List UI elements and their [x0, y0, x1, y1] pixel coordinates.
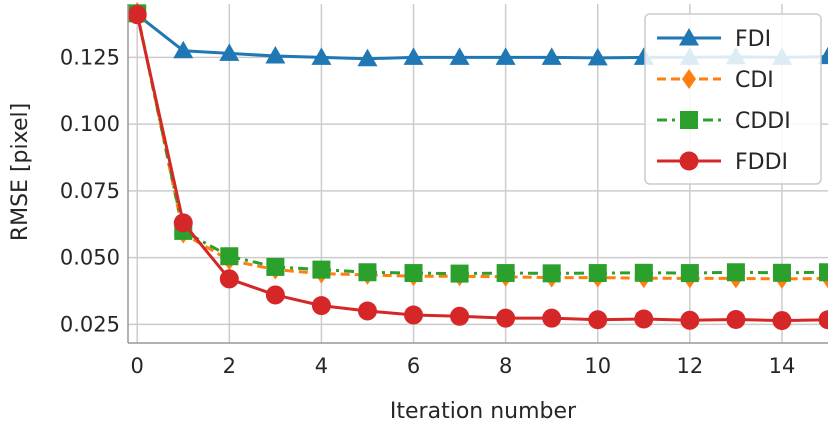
x-tick-label: 10: [584, 354, 611, 378]
data-point-cddi: [450, 264, 469, 283]
data-point-cddi: [404, 264, 423, 283]
data-point-fddi: [219, 269, 239, 289]
x-tick-label: 2: [223, 354, 236, 378]
legend-entry-fddi: FDDI: [657, 150, 788, 175]
x-axis-title: Iteration number: [390, 399, 577, 422]
data-point-cddi: [680, 264, 699, 283]
tick-labels: 0 2 4 6 8 10 12 14 0.025 0.050 0.075 0.100 0.125: [60, 45, 795, 378]
legend-label-cddi: CDDI: [735, 109, 791, 134]
data-point-fddi: [311, 296, 331, 316]
data-point-fddi: [818, 310, 828, 330]
legend-marker-cddi: [680, 111, 698, 129]
data-point-fddi: [634, 309, 654, 329]
data-point-fddi: [173, 213, 193, 233]
legend-box: [644, 13, 822, 185]
data-point-cddi: [634, 263, 653, 282]
data-point-fdi: [449, 47, 470, 65]
legend-entry-cddi: CDDI: [657, 109, 791, 134]
data-point-fddi: [680, 310, 700, 330]
legend-label-fddi: FDDI: [735, 150, 788, 175]
data-point-fdi: [173, 40, 194, 59]
data-point-fdi: [357, 48, 378, 67]
x-tick-label: 12: [676, 354, 703, 378]
data-point-cddi: [542, 264, 561, 283]
legend-entry-fdi: FDI: [657, 27, 771, 52]
data-point-cddi: [312, 260, 331, 279]
series-cddi: [128, 4, 828, 283]
legend-marker-fddi: [679, 151, 699, 171]
y-tick-label: 0.125: [60, 45, 120, 69]
axes: [127, 4, 828, 344]
x-tick-label: 14: [769, 354, 796, 378]
y-tick-label: 0.025: [60, 312, 120, 336]
data-point-fddi: [450, 306, 470, 326]
data-point-fddi: [542, 308, 562, 328]
data-point-fdi: [495, 47, 516, 65]
x-tick-label: 4: [315, 354, 328, 378]
data-point-fdi: [403, 47, 424, 65]
y-axis-title: RMSE [pixel]: [8, 103, 33, 241]
legend-label-fdi: FDI: [735, 27, 771, 52]
data-point-cddi: [266, 257, 285, 276]
data-point-cddi: [819, 263, 828, 282]
legend-marker-cdi: [682, 69, 696, 89]
data-point-fdi: [219, 43, 240, 61]
x-tick-label: 8: [499, 354, 512, 378]
y-tick-label: 0.050: [60, 246, 120, 270]
legend-label-cdi: CDI: [735, 68, 774, 93]
x-tick-label: 6: [407, 354, 420, 378]
y-tick-label: 0.100: [60, 112, 120, 136]
data-point-fddi: [265, 285, 285, 305]
data-point-fddi: [588, 310, 608, 330]
data-point-cddi: [772, 263, 791, 282]
x-tick-label: 0: [131, 354, 144, 378]
data-point-fddi: [772, 311, 792, 331]
data-point-fdi: [311, 47, 332, 65]
data-point-fddi: [127, 5, 147, 25]
data-point-fddi: [726, 310, 746, 330]
y-tick-label: 0.075: [60, 179, 120, 203]
series-line-fddi: [135, 14, 828, 323]
series-fddi: [127, 5, 828, 331]
data-point-fddi: [404, 305, 424, 325]
data-point-fddi: [357, 301, 377, 321]
series-line-cdi: [135, 11, 828, 281]
data-point-cddi: [496, 264, 515, 283]
series-line-cddi: [135, 13, 828, 276]
data-point-cddi: [220, 247, 239, 266]
data-point-fdi: [541, 47, 562, 65]
data-point-fdi: [587, 47, 608, 66]
legend-entry-cdi: CDI: [657, 68, 774, 93]
legend: FDI CDI CDDI FDDI: [644, 13, 822, 185]
legend-marker-fdi: [679, 28, 699, 46]
data-point-fdi: [265, 46, 286, 64]
data-point-fddi: [496, 308, 516, 328]
data-point-cddi: [588, 264, 607, 283]
data-point-cddi: [726, 263, 745, 282]
data-point-cddi: [358, 263, 377, 282]
